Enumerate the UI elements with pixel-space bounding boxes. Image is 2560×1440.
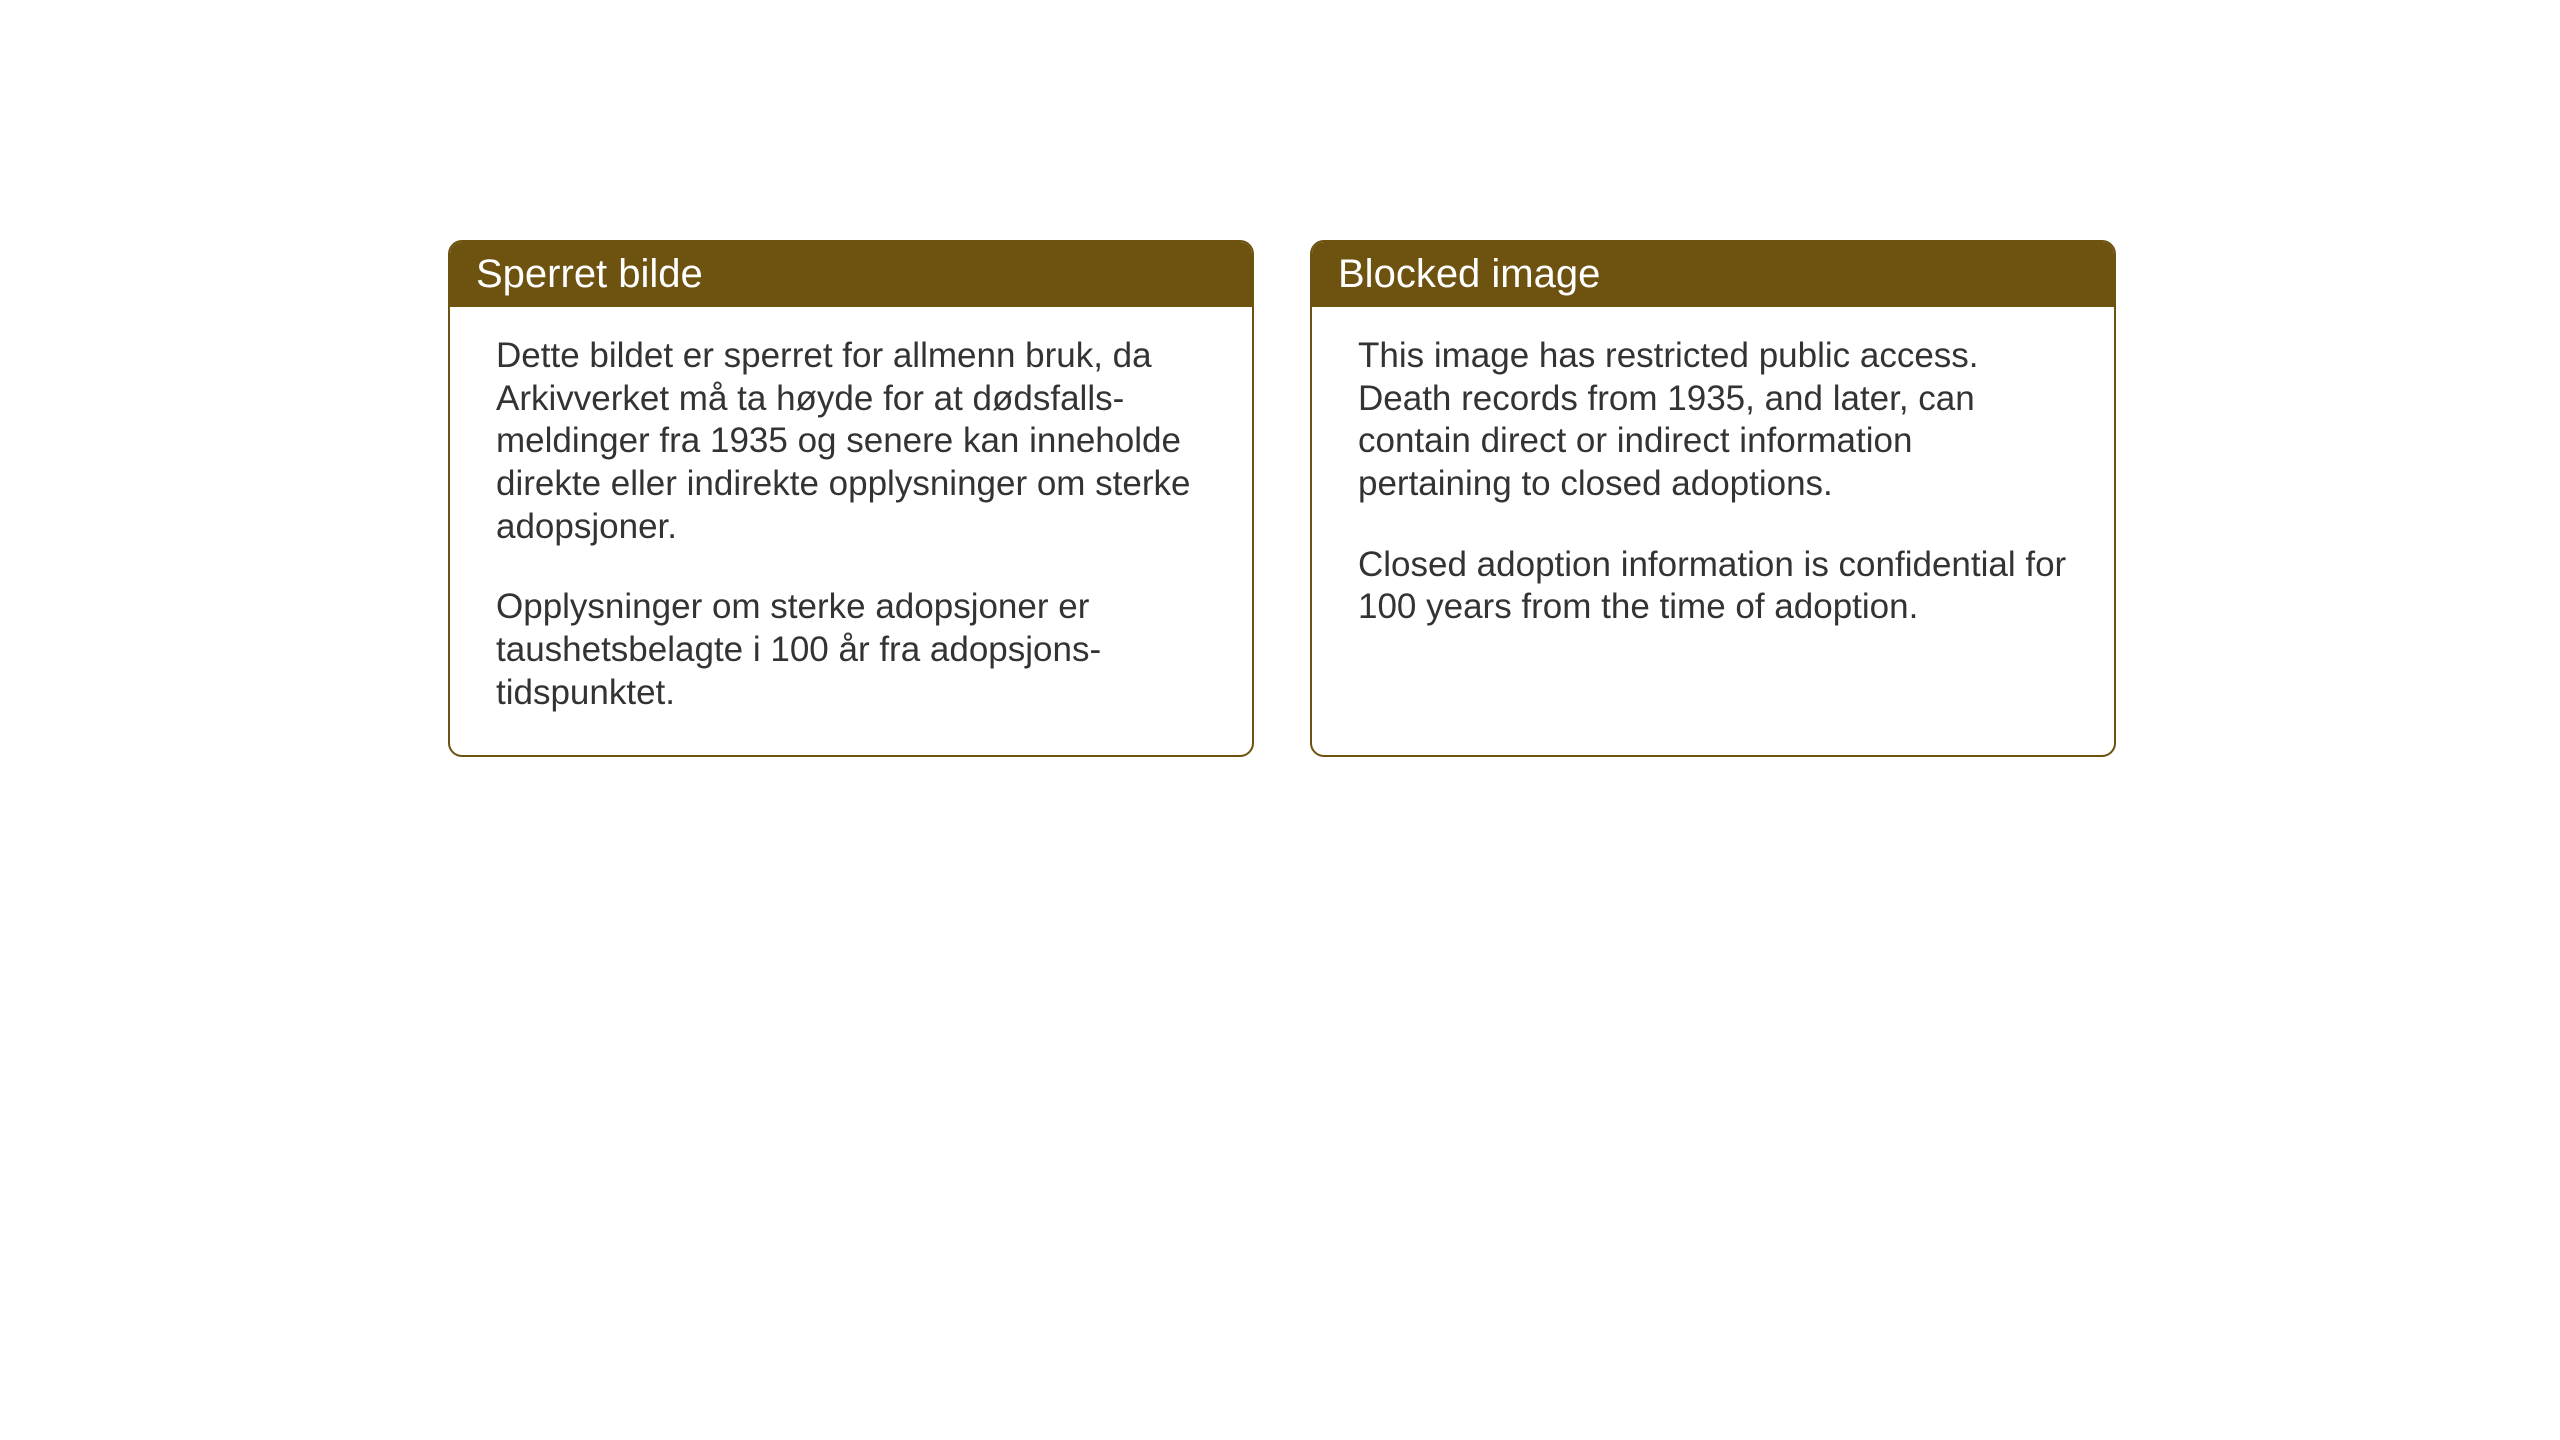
card-header-norwegian: Sperret bilde	[450, 242, 1252, 307]
card-paragraph2-norwegian: Opplysninger om sterke adopsjoner er tau…	[496, 586, 1206, 714]
card-title-english: Blocked image	[1338, 252, 1600, 296]
card-body-english: This image has restricted public access.…	[1312, 307, 2114, 669]
card-english: Blocked image This image has restricted …	[1310, 240, 2116, 757]
card-paragraph2-english: Closed adoption information is confident…	[1358, 544, 2068, 629]
card-paragraph1-norwegian: Dette bildet er sperret for allmenn bruk…	[496, 335, 1206, 548]
card-norwegian: Sperret bilde Dette bildet er sperret fo…	[448, 240, 1254, 757]
cards-container: Sperret bilde Dette bildet er sperret fo…	[448, 240, 2116, 757]
card-title-norwegian: Sperret bilde	[476, 252, 703, 296]
card-header-english: Blocked image	[1312, 242, 2114, 307]
card-paragraph1-english: This image has restricted public access.…	[1358, 335, 2068, 506]
card-body-norwegian: Dette bildet er sperret for allmenn bruk…	[450, 307, 1252, 755]
